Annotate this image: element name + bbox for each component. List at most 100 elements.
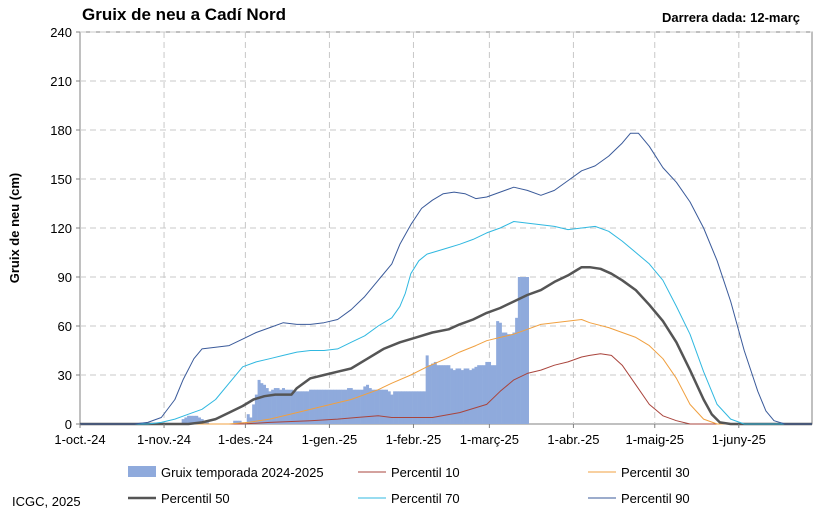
snow-depth-bar — [349, 388, 353, 424]
snow-depth-bar — [314, 389, 318, 424]
y-tick-label: 180 — [50, 123, 72, 138]
snow-depth-bar — [268, 391, 272, 424]
series-line — [80, 132, 812, 425]
snow-depth-bar — [352, 389, 356, 424]
legend-label: Percentil 10 — [391, 465, 460, 480]
snow-depth-bar — [490, 365, 494, 424]
snow-depth-bar — [357, 389, 361, 424]
snow-depth-bar — [246, 414, 250, 424]
snow-depth-bar — [512, 332, 516, 424]
snow-depth-bar — [441, 365, 445, 424]
snow-depth-bar — [460, 370, 464, 424]
snow-depth-bar — [344, 389, 348, 424]
y-tick-label: 60 — [58, 319, 72, 334]
snow-depth-bar — [447, 365, 451, 424]
snow-depth-bar — [276, 388, 280, 424]
x-tick-label: 1-maig-25 — [625, 432, 684, 447]
snow-depth-bar — [197, 417, 201, 424]
legend-item: Percentil 90 — [588, 491, 690, 506]
snow-depth-bar — [387, 391, 391, 424]
snow-depth-bar — [281, 388, 285, 424]
snow-depth-bar — [466, 368, 470, 424]
snow-depth-bar — [488, 361, 492, 424]
y-axis-label: Gruix de neu (cm) — [7, 173, 22, 284]
snow-depth-bar — [471, 368, 475, 424]
snow-depth-bar — [374, 389, 378, 424]
grid-layer — [80, 31, 812, 424]
snow-depth-bar — [412, 391, 416, 424]
legend-label: Percentil 90 — [621, 491, 690, 506]
x-tick-label: 1-oct.-24 — [54, 432, 105, 447]
snow-depth-bar — [439, 365, 443, 424]
snow-depth-bar — [322, 389, 326, 424]
snow-depth-bar — [433, 361, 437, 424]
snow-depth-bar — [504, 332, 508, 424]
snow-depth-bar — [501, 332, 505, 424]
snow-depth-bar — [431, 363, 435, 424]
legend-item: Percentil 30 — [588, 465, 690, 480]
credit-text: ICGC, 2025 — [12, 494, 81, 509]
snow-depth-bar — [428, 365, 432, 424]
legend-label: Gruix temporada 2024-2025 — [161, 465, 324, 480]
snow-depth-bar — [436, 365, 440, 424]
snow-depth-bar — [287, 389, 291, 424]
snow-depth-bar — [463, 368, 467, 424]
snow-depth-bar — [452, 370, 456, 424]
line-layer — [80, 132, 812, 426]
y-tick-label: 150 — [50, 172, 72, 187]
snow-depth-bar — [284, 389, 288, 424]
x-tick-label: 1-gen.-25 — [302, 432, 358, 447]
bar-layer — [181, 277, 529, 424]
legend-item: Percentil 10 — [358, 465, 460, 480]
snow-depth-bar — [187, 415, 191, 424]
snow-depth-bar — [382, 389, 386, 424]
snow-depth-bar — [347, 388, 351, 424]
snow-depth-bar — [271, 389, 275, 424]
snow-depth-bar — [360, 389, 364, 424]
legend-label: Percentil 50 — [161, 491, 230, 506]
x-tick-label: 1-nov.-24 — [137, 432, 191, 447]
snow-depth-bar — [517, 277, 521, 424]
series-line — [80, 353, 812, 425]
y-tick-label: 30 — [58, 368, 72, 383]
snow-depth-bar — [311, 389, 315, 424]
x-tick-label: 1-febr.-25 — [386, 432, 442, 447]
snow-depth-bar — [368, 388, 372, 424]
snow-depth-bar — [496, 321, 500, 424]
snow-depth-bar — [292, 391, 296, 424]
series-line — [80, 221, 812, 425]
y-tick-label: 240 — [50, 25, 72, 40]
legend-item: Gruix temporada 2024-2025 — [128, 465, 324, 480]
snow-depth-bar — [520, 277, 524, 424]
legend-label: Percentil 70 — [391, 491, 460, 506]
series-line — [80, 265, 812, 426]
snow-depth-bar — [338, 389, 342, 424]
snow-depth-bar — [189, 415, 193, 424]
snow-depth-bar — [330, 389, 334, 424]
x-tick-label: 1-des.-24 — [218, 432, 273, 447]
snow-depth-bar — [414, 391, 418, 424]
y-tick-label: 120 — [50, 221, 72, 236]
snow-depth-bar — [393, 391, 397, 424]
snow-depth-bar — [306, 391, 310, 424]
snow-depth-bar — [260, 383, 264, 424]
x-tick-label: 1-abr.-25 — [547, 432, 599, 447]
x-tick-label: 1-març-25 — [460, 432, 519, 447]
snow-depth-bar — [417, 391, 421, 424]
snow-depth-bar — [295, 391, 299, 424]
y-tick-label: 210 — [50, 74, 72, 89]
snow-depth-bar — [420, 391, 424, 424]
snow-depth-bar — [298, 391, 302, 424]
snow-depth-bar — [474, 366, 478, 424]
snow-depth-bar — [493, 365, 497, 424]
snow-depth-bar — [376, 389, 380, 424]
snow-depth-bar — [252, 404, 256, 424]
y-tick-label: 90 — [58, 270, 72, 285]
snow-depth-bar — [515, 317, 519, 424]
snow-depth-bar — [279, 389, 283, 424]
snow-depth-bar — [263, 384, 267, 424]
snow-depth-bar — [265, 388, 269, 424]
snow-depth-bar — [444, 365, 448, 424]
snow-depth-bar — [479, 365, 483, 424]
